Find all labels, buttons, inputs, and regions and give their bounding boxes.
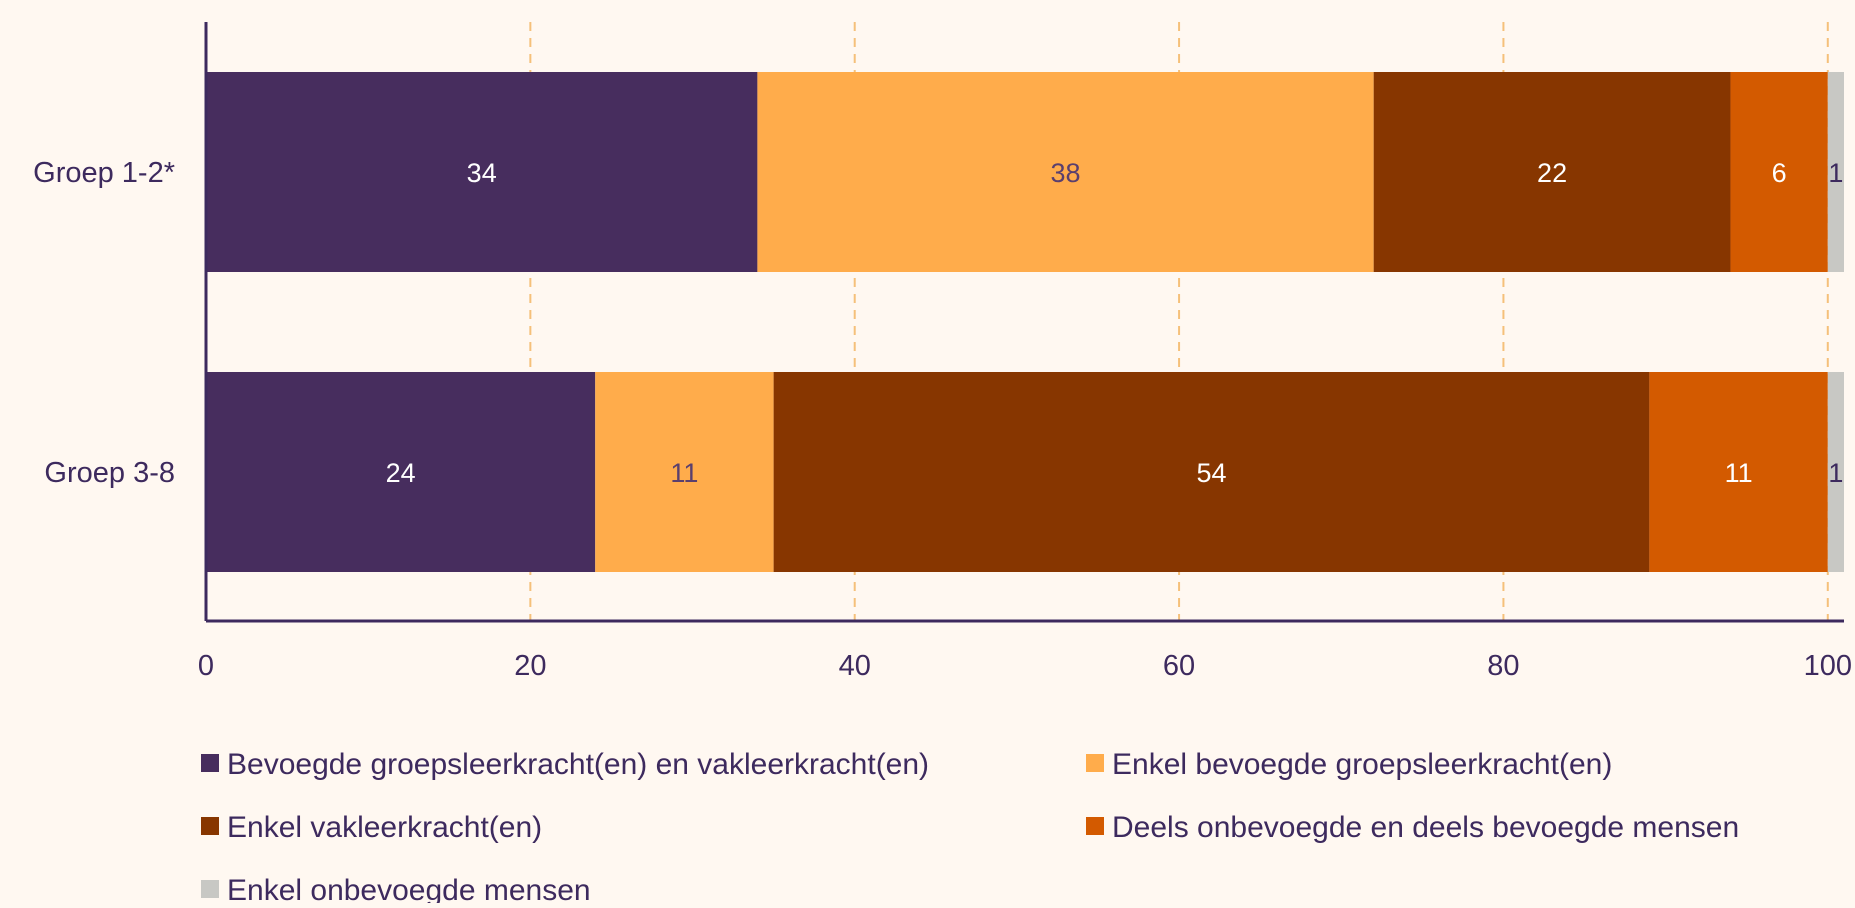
- bar-segment: [206, 72, 758, 272]
- x-tick-label: 100: [1804, 650, 1852, 682]
- legend-item: Enkel vakleerkracht(en): [201, 811, 542, 844]
- bar-segment: [1730, 72, 1828, 272]
- data-label: 6: [1772, 158, 1787, 188]
- legend-label: Deels onbevoegde en deels bevoegde mense…: [1112, 811, 1739, 844]
- legend-swatch: [1086, 817, 1104, 835]
- bar-segment: [206, 372, 596, 572]
- data-label: 1: [1828, 158, 1843, 188]
- data-label: 11: [1725, 458, 1753, 488]
- legend-swatch: [201, 880, 219, 898]
- bar-segment: [595, 372, 774, 572]
- legend-swatch: [1086, 754, 1104, 772]
- data-label: 38: [1051, 158, 1081, 188]
- bar-segment: [1827, 372, 1844, 572]
- legend-label: Enkel onbevoegde mensen: [227, 874, 591, 903]
- legend-item: Deels onbevoegde en deels bevoegde mense…: [1086, 811, 1739, 844]
- y-tick-label: Groep 3-8: [44, 457, 175, 489]
- data-label: 1: [1828, 458, 1843, 488]
- legend-item: Enkel onbevoegde mensen: [201, 874, 591, 907]
- legend: Bevoegde groepsleerkracht(en) en vakleer…: [201, 748, 1739, 907]
- bar-segment: [773, 372, 1650, 572]
- bar-segment: [1373, 72, 1731, 272]
- y-tick-label: Groep 1-2*: [33, 157, 175, 189]
- data-label: 24: [386, 458, 416, 488]
- bar-segment: [757, 72, 1374, 272]
- data-label: 54: [1196, 458, 1226, 488]
- bars: 34 38 22 6 124 11 54 11 1: [206, 72, 1844, 572]
- legend-item: Enkel bevoegde groepsleerkracht(en): [1086, 748, 1612, 781]
- legend-swatch: [201, 817, 219, 835]
- x-tick-label: 20: [514, 650, 546, 682]
- x-tick-label: 0: [198, 650, 214, 682]
- legend-swatch: [201, 754, 219, 772]
- data-label: 11: [670, 458, 698, 488]
- data-label: 34: [467, 158, 497, 188]
- x-tick-label: 40: [839, 650, 871, 682]
- x-tick-label: 80: [1487, 650, 1519, 682]
- data-label: 22: [1537, 158, 1567, 188]
- x-tick-label: 60: [1163, 650, 1195, 682]
- legend-item: Bevoegde groepsleerkracht(en) en vakleer…: [201, 748, 929, 781]
- bar-segment: [1649, 372, 1828, 572]
- legend-label: Enkel bevoegde groepsleerkracht(en): [1112, 748, 1612, 781]
- legend-label: Bevoegde groepsleerkracht(en) en vakleer…: [227, 748, 929, 781]
- bar-segment: [1827, 72, 1844, 272]
- legend-label: Enkel vakleerkracht(en): [227, 811, 542, 844]
